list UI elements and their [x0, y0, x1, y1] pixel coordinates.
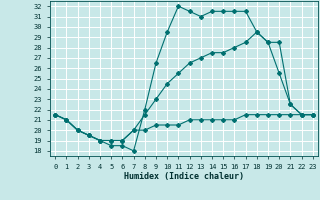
X-axis label: Humidex (Indice chaleur): Humidex (Indice chaleur): [124, 172, 244, 181]
